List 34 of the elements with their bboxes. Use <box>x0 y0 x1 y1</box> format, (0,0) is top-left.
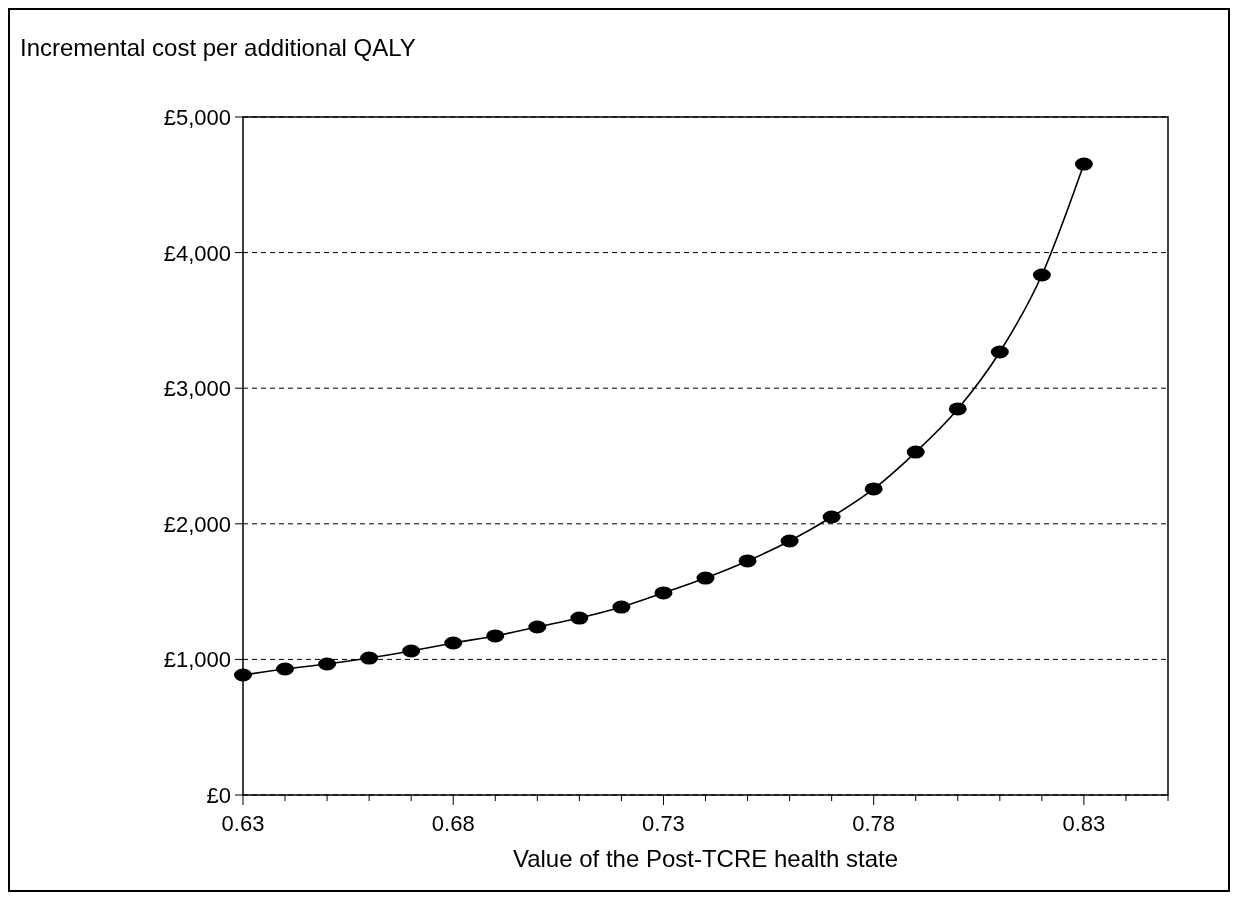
point <box>864 482 883 496</box>
point <box>696 571 715 585</box>
x-tick-label: 0.73 <box>642 811 685 836</box>
x-tick-label: 0.78 <box>852 811 896 836</box>
point <box>780 534 799 548</box>
y-tick-label: £0 <box>206 783 231 808</box>
point <box>444 636 463 650</box>
point <box>906 445 925 459</box>
point <box>990 345 1009 359</box>
point <box>318 657 337 671</box>
x-axis-title: Value of the Post-TCRE health state <box>512 845 899 872</box>
x-tick-label: 0.83 <box>1062 811 1106 836</box>
point <box>1032 268 1051 282</box>
point <box>738 554 757 568</box>
point <box>486 629 505 643</box>
point <box>948 402 967 416</box>
point <box>1074 157 1093 171</box>
point <box>612 600 631 614</box>
x-tick-label: 0.63 <box>221 811 265 836</box>
point <box>528 620 547 634</box>
y-tick-label: £1,000 <box>163 647 231 673</box>
point <box>654 586 673 600</box>
point <box>276 662 295 676</box>
x-tick-label: 0.68 <box>431 811 475 836</box>
y-tick-label: £5,000 <box>163 105 231 130</box>
y-tick-label: £4,000 <box>163 240 231 266</box>
point <box>822 510 841 524</box>
y-tick-label: £2,000 <box>163 511 231 537</box>
y-axis-title: Incremental cost per additional QALY <box>20 34 416 61</box>
y-tick-label: £3,000 <box>163 376 231 402</box>
point <box>360 651 379 665</box>
point <box>234 668 252 682</box>
point <box>402 644 421 658</box>
point <box>570 611 589 625</box>
